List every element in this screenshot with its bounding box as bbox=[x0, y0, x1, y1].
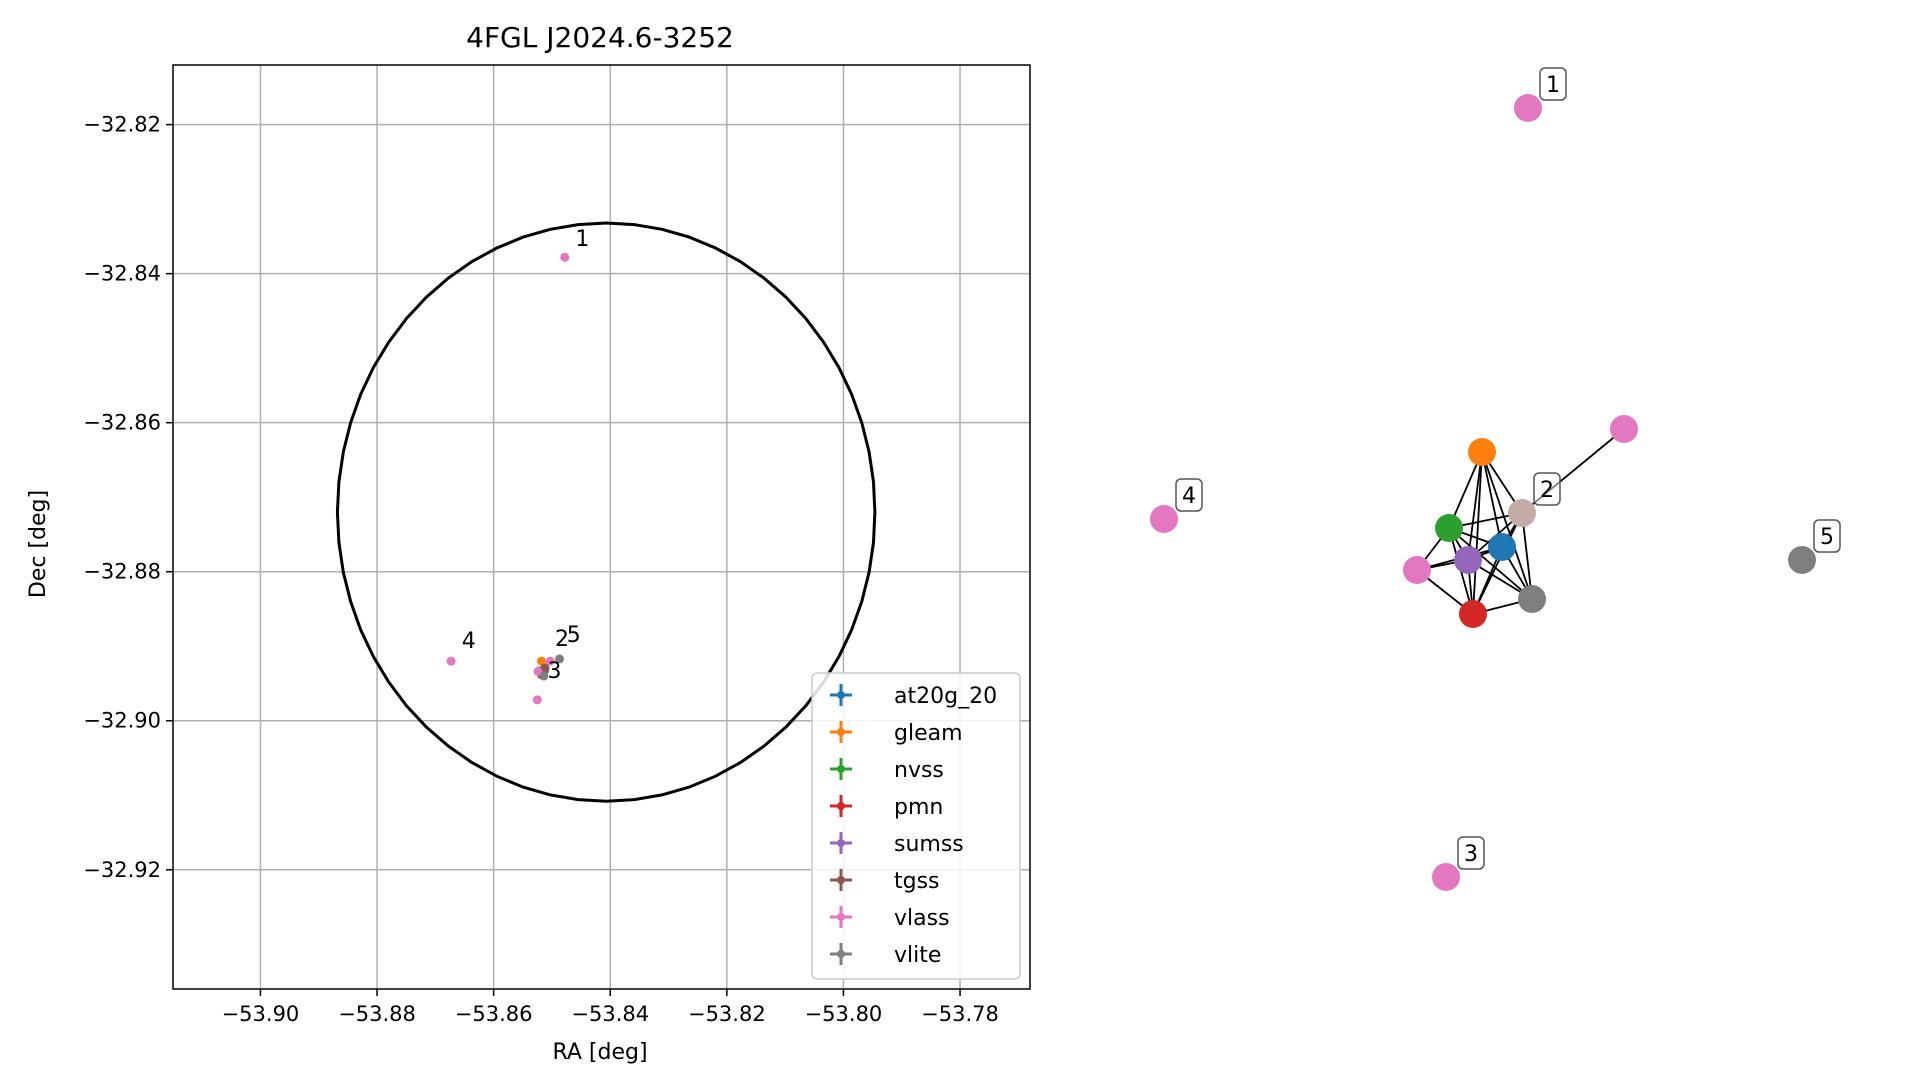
x-tick-label: −53.82 bbox=[688, 1002, 766, 1026]
legend-marker bbox=[837, 691, 845, 699]
point-annotation-label: 4 bbox=[462, 629, 476, 654]
graph-edge bbox=[1448, 527, 1533, 600]
point-annotation-label: 3 bbox=[547, 659, 561, 684]
point-annotations: 1 2 3 4 5 bbox=[462, 227, 590, 684]
legend-label-at20g_20: at20g_20 bbox=[894, 684, 997, 709]
data-point-vlite bbox=[539, 671, 549, 681]
graph-node-label-box bbox=[1457, 836, 1485, 870]
x-tick-label: −53.88 bbox=[338, 1002, 416, 1026]
graph-node-vlite bbox=[1518, 585, 1546, 613]
axes-frame bbox=[172, 64, 1031, 990]
data-point-vlass bbox=[545, 656, 555, 666]
x-tick-label: −53.90 bbox=[222, 1002, 300, 1026]
legend-label-gleam: gleam bbox=[894, 721, 963, 746]
graph-node-label: 4 bbox=[1182, 484, 1196, 509]
y-tick-label: −32.86 bbox=[83, 411, 161, 435]
point-annotation-label: 1 bbox=[575, 227, 589, 252]
legend-marker bbox=[837, 839, 845, 847]
data-point-tgss bbox=[540, 663, 550, 673]
graph-node-vlass bbox=[1150, 505, 1178, 533]
graph-node-vlass bbox=[1403, 556, 1431, 584]
graph-edge bbox=[1472, 451, 1483, 615]
graph-node-nvss bbox=[1435, 514, 1463, 542]
legend-label-vlite: vlite bbox=[894, 943, 941, 968]
legend-marker bbox=[837, 913, 845, 921]
graph-node-label-box bbox=[1533, 472, 1561, 506]
scatter-points bbox=[446, 252, 570, 705]
legend-box bbox=[811, 672, 1021, 980]
uncertainty-ellipse bbox=[335, 221, 877, 803]
network-graph: 1 3 4 2 5 bbox=[1150, 67, 1841, 891]
graph-node-vlite bbox=[1788, 546, 1816, 574]
legend-marker bbox=[837, 950, 845, 958]
y-tick-label: −32.82 bbox=[83, 113, 161, 137]
data-point-vlass bbox=[560, 252, 570, 262]
x-tick-label: −53.80 bbox=[805, 1002, 883, 1026]
legend-label-pmn: pmn bbox=[894, 795, 943, 820]
y-tick-label: −32.84 bbox=[83, 262, 161, 286]
x-axis-label: RA [deg] bbox=[552, 1040, 647, 1065]
data-point-vlite bbox=[555, 654, 565, 664]
legend-marker bbox=[837, 802, 845, 810]
graph-node-label-box bbox=[1539, 67, 1567, 101]
x-tick-label: −53.86 bbox=[455, 1002, 533, 1026]
legend-marker bbox=[837, 728, 845, 736]
legend-label-tgss: tgss bbox=[894, 869, 940, 894]
graph-node-label-box bbox=[1175, 478, 1203, 512]
legend-label-vlass: vlass bbox=[894, 906, 950, 931]
y-axis-label: Dec [deg] bbox=[26, 490, 51, 598]
data-point-gleam bbox=[536, 656, 546, 666]
legend-label-nvss: nvss bbox=[894, 758, 944, 783]
data-point-vlass bbox=[532, 695, 542, 705]
graph-edge bbox=[1521, 512, 1533, 600]
graph-node-label-box bbox=[1813, 519, 1841, 553]
legend-marker bbox=[837, 876, 845, 884]
graph-node-vlass bbox=[1514, 94, 1542, 122]
graph-node-vlass bbox=[1610, 415, 1638, 443]
graph-node-label: 1 bbox=[1546, 73, 1560, 98]
graph-node-pmn bbox=[1459, 600, 1487, 628]
legend-label-sumss: sumss bbox=[894, 832, 964, 857]
graph-node-label: 5 bbox=[1820, 525, 1834, 550]
chart-title: 4FGL J2024.6-3252 bbox=[466, 21, 734, 54]
graph-node-label: 2 bbox=[1540, 478, 1554, 503]
data-point-vlass bbox=[446, 656, 456, 666]
axis-ticks: −53.90 −53.88 −53.86 −53.84 −53.82 −53.80 −53.… bbox=[83, 113, 999, 1026]
graph-node-gleam bbox=[1468, 438, 1496, 466]
graph-node-vlass bbox=[1432, 863, 1460, 891]
legend-marker bbox=[837, 765, 845, 773]
x-tick-label: −53.84 bbox=[571, 1002, 649, 1026]
graph-node-at20g_20 bbox=[1488, 533, 1516, 561]
graph-edge bbox=[1481, 451, 1503, 548]
x-tick-label: −53.78 bbox=[921, 1002, 999, 1026]
point-annotation-label: 5 bbox=[567, 623, 581, 648]
graph-node-sumss bbox=[1454, 546, 1482, 574]
y-tick-label: −32.88 bbox=[83, 560, 161, 584]
graph-node-tgss bbox=[1508, 499, 1536, 527]
point-annotation-label: 2 bbox=[555, 627, 569, 652]
y-tick-label: −32.90 bbox=[83, 709, 161, 733]
graph-edge bbox=[1467, 451, 1483, 561]
graph-node-label: 3 bbox=[1464, 842, 1478, 867]
y-tick-label: −32.92 bbox=[83, 858, 161, 882]
